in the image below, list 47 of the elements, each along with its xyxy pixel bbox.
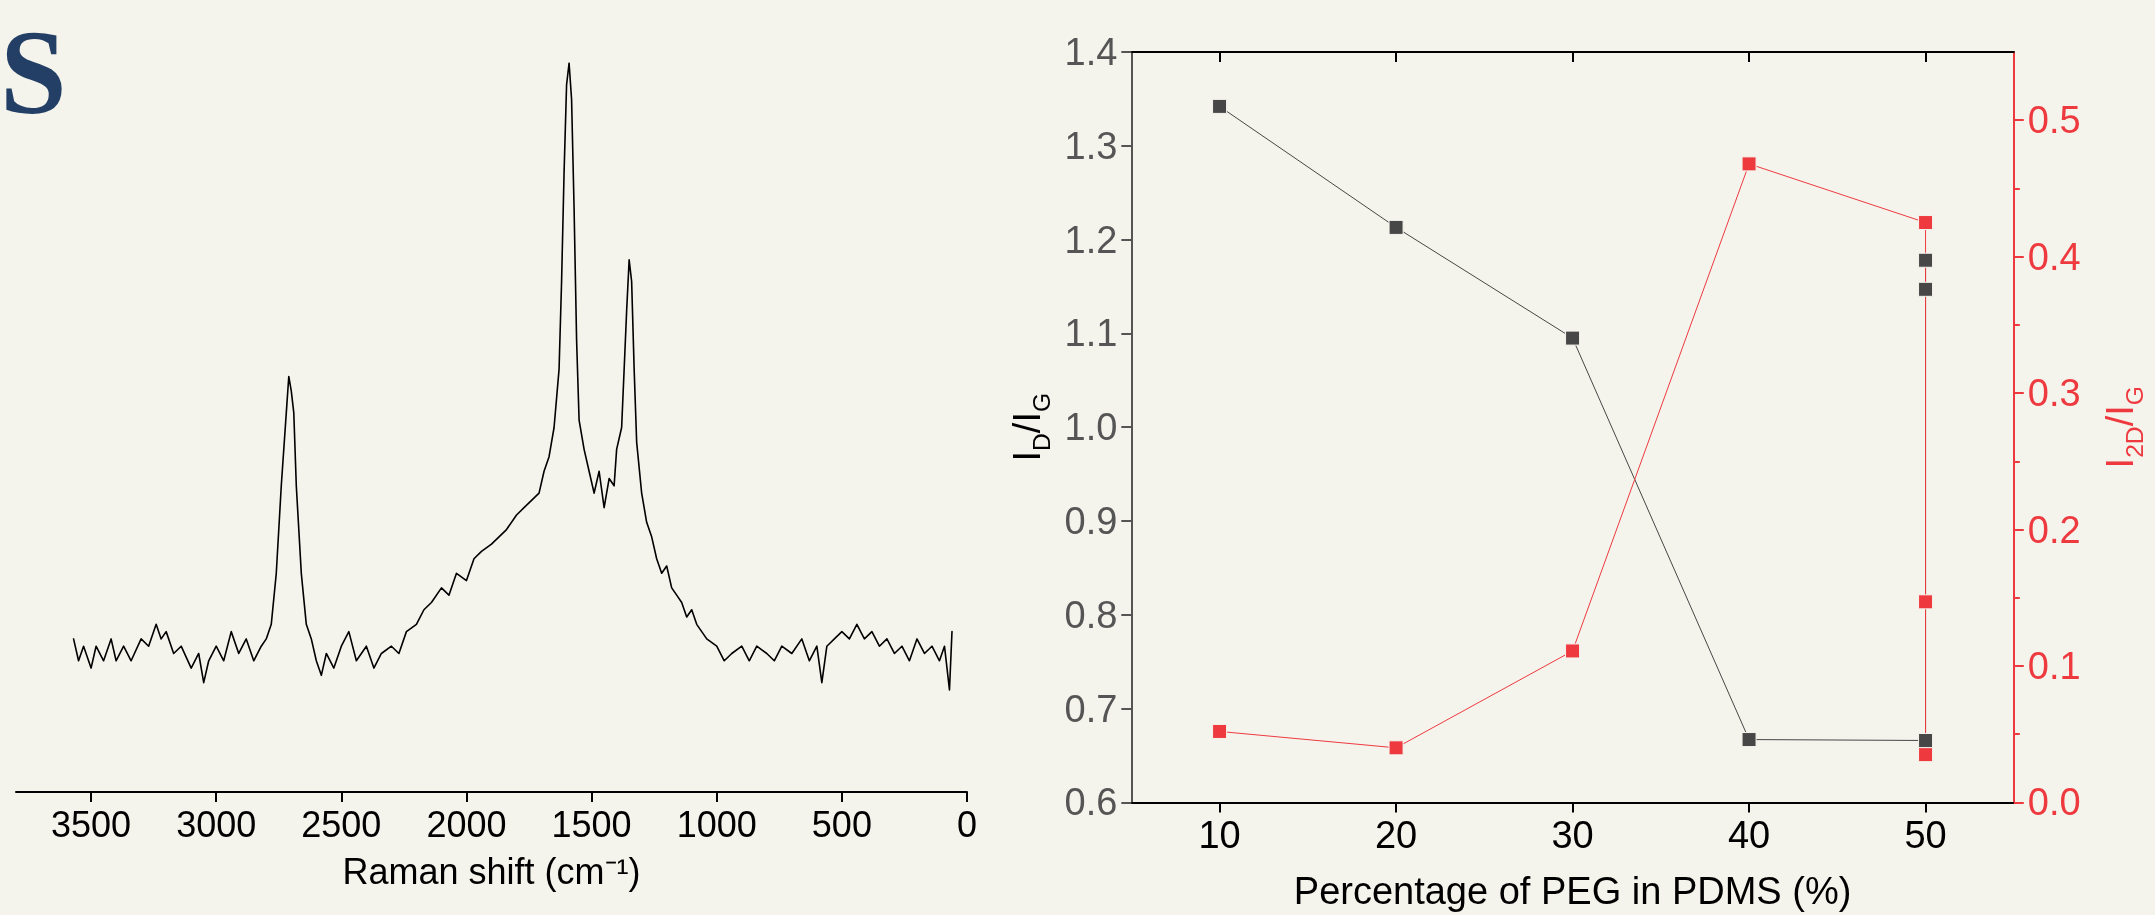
point xyxy=(1212,98,1228,114)
y-tick-label: 1.1 xyxy=(1064,312,1118,355)
point xyxy=(1918,747,1934,763)
y-tick-label: 0.9 xyxy=(1064,500,1118,542)
y2-tick-label: 0.4 xyxy=(2027,235,2081,278)
y-tick-label: 1.0 xyxy=(1064,406,1118,449)
point xyxy=(1918,594,1934,610)
y-tick-label: 0.8 xyxy=(1064,593,1118,636)
annotation: S xyxy=(0,5,67,139)
y2-tick-label: 0.5 xyxy=(2027,99,2081,142)
y-tick-label: 1.4 xyxy=(1064,31,1118,73)
y2-tick-label: 0.2 xyxy=(2027,508,2081,551)
x-tick-label: 2000 xyxy=(426,803,507,845)
x-tick-label: 20 xyxy=(1374,814,1418,857)
x-tick-label: 500 xyxy=(811,803,872,845)
point xyxy=(1918,252,1934,268)
x-tick-label: 0 xyxy=(956,803,978,845)
x-tick-label: 10 xyxy=(1198,814,1241,857)
y2-tick-label: 0.3 xyxy=(2027,372,2081,415)
point xyxy=(1918,215,1934,231)
point xyxy=(1565,643,1581,659)
x-axis-title: Raman shift (cm⁻¹) xyxy=(342,850,641,892)
x-tick-label: 3500 xyxy=(51,803,132,845)
point xyxy=(1741,156,1757,172)
x-tick-label: 2500 xyxy=(301,803,382,845)
x-tick-label: 1000 xyxy=(676,803,757,845)
y2-tick-label: 0.0 xyxy=(2027,781,2081,824)
y-axis-title: ID/IG xyxy=(1006,392,1055,462)
x-tick-label: 3000 xyxy=(176,803,257,845)
point xyxy=(1565,330,1581,346)
y-tick-label: 0.6 xyxy=(1064,781,1118,824)
point xyxy=(1388,219,1404,235)
point xyxy=(1388,740,1404,756)
point xyxy=(1918,281,1934,297)
x-tick-label: 50 xyxy=(1904,814,1947,857)
x-tick-label: 40 xyxy=(1727,814,1771,857)
point xyxy=(1741,732,1757,748)
y2-tick-label: 0.1 xyxy=(2027,644,2081,687)
point xyxy=(1212,723,1228,739)
y2-axis-title: I2D/IG xyxy=(2099,385,2148,469)
y-tick-label: 1.2 xyxy=(1064,218,1118,261)
x-tick-label: 30 xyxy=(1551,814,1594,857)
x-axis-title: Percentage of PEG in PDMS (%) xyxy=(1293,870,1852,912)
y-tick-label: 0.7 xyxy=(1064,687,1118,730)
x-tick-label: 1500 xyxy=(551,803,632,845)
y-tick-label: 1.3 xyxy=(1064,124,1118,167)
point xyxy=(1918,732,1934,748)
